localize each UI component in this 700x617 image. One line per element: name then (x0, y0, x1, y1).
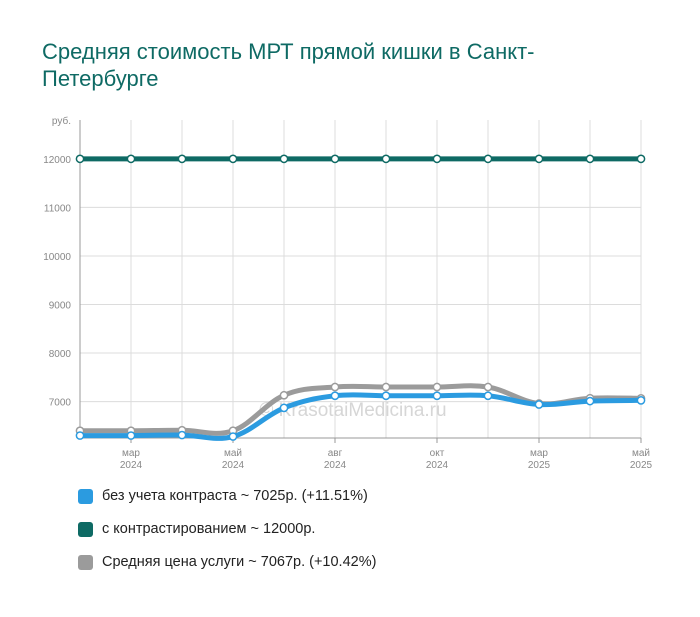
data-point (534, 154, 544, 164)
y-tick-label: 11000 (44, 203, 72, 214)
data-point (636, 154, 646, 164)
x-tick-label-year: 2024 (120, 460, 143, 471)
y-tick-label: 7000 (49, 398, 72, 409)
y-tick-label: 9000 (49, 300, 72, 311)
series-line-1 (77, 392, 644, 441)
y-tick-label: 8000 (49, 349, 72, 360)
x-tick-label-month: май (632, 448, 650, 459)
data-point (381, 382, 391, 392)
data-point (177, 154, 187, 164)
data-point (228, 432, 238, 441)
data-point (279, 154, 289, 164)
x-tick-label-month: авг (328, 448, 343, 459)
data-point (483, 382, 493, 392)
chart-legend: без учета контраста ~ 7025р. (+11.51%) с … (78, 487, 376, 586)
data-point (279, 390, 289, 400)
x-tick-label-year: 2024 (426, 460, 449, 471)
chart-title: Средняя стоимость МРТ прямой кишки в Сан… (42, 39, 535, 91)
data-point (381, 391, 391, 401)
legend-swatch (78, 488, 93, 504)
x-tick-label-month: мар (530, 448, 548, 459)
y-tick-label: 10000 (43, 252, 71, 263)
data-point (330, 391, 340, 401)
data-point (432, 154, 442, 164)
y-tick-label: 12000 (43, 155, 71, 166)
legend-label: Средняя цена услуги ~ 7067р. (+10.42%) (102, 554, 377, 570)
legend-item: без учета контраста ~ 7025р. (+11.51%) (78, 487, 376, 505)
legend-label: с контрастированием ~ 12000р. (102, 521, 316, 537)
data-point (228, 154, 238, 164)
data-point (432, 391, 442, 401)
x-tick-label-year: 2025 (630, 460, 653, 471)
watermark: © KrasotaiMedicina.ru (259, 400, 446, 421)
x-tick-label-month: май (224, 448, 242, 459)
data-point (126, 431, 136, 440)
x-tick-label-year: 2024 (222, 460, 245, 471)
data-point (534, 400, 544, 409)
x-tick-label-month: окт (430, 448, 445, 459)
legend-swatch (78, 554, 93, 570)
data-point (75, 431, 85, 440)
x-tick-label-month: мар (122, 448, 140, 459)
legend-swatch (78, 521, 93, 537)
data-point (483, 154, 493, 164)
data-point (636, 396, 646, 405)
data-point (585, 396, 595, 406)
data-point (177, 430, 187, 440)
data-point (75, 154, 85, 164)
legend-label: без учета контраста ~ 7025р. (+11.51%) (102, 488, 368, 504)
data-point (330, 382, 340, 392)
y-unit-label: руб. (52, 115, 71, 127)
legend-item: Средняя цена услуги ~ 7067р. (+10.42%) (78, 553, 376, 571)
legend-item: с контрастированием ~ 12000р. (78, 520, 376, 538)
data-point (126, 154, 136, 164)
x-tick-label-year: 2025 (528, 460, 551, 471)
data-point (432, 382, 442, 392)
data-point (585, 154, 595, 164)
data-point (279, 403, 289, 413)
data-point (483, 391, 493, 401)
x-tick-label-year: 2024 (324, 460, 347, 471)
data-point (381, 154, 391, 164)
data-point (330, 154, 340, 164)
